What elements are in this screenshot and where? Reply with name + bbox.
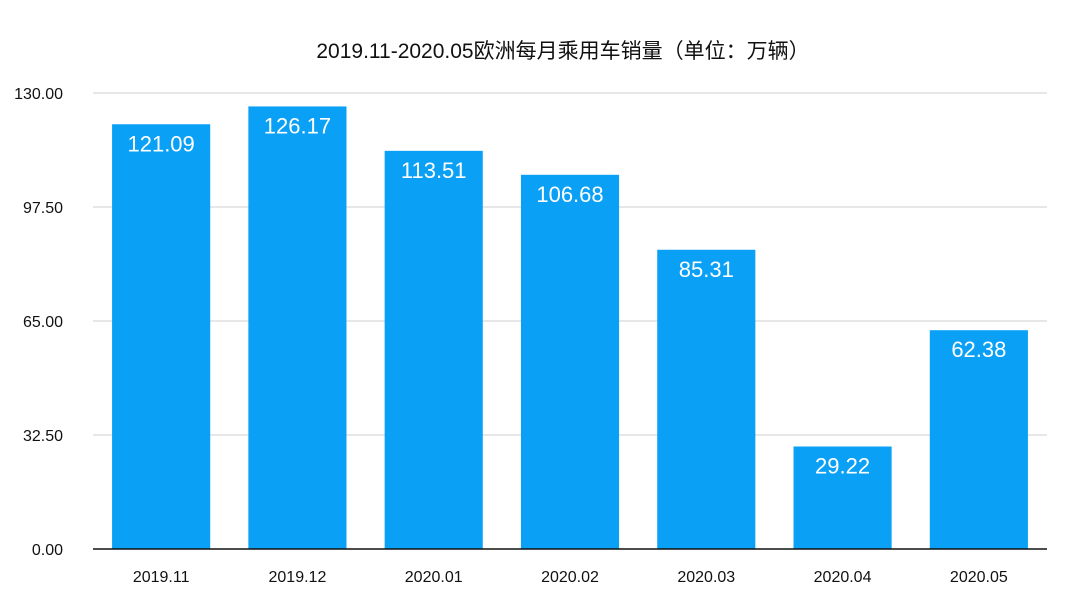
- y-axis-tick-labels: 0.00 32.50 65.00 97.50 130.00: [14, 86, 63, 559]
- chart-title: 2019.11-2020.05欧洲每月乘用车销量（单位：万辆）: [316, 40, 809, 63]
- x-tick-label: 2019.12: [269, 569, 327, 586]
- bar: [384, 150, 483, 549]
- x-tick-label: 2019.11: [133, 569, 190, 586]
- bars: [112, 106, 1028, 550]
- x-tick-label: 2020.03: [677, 569, 735, 586]
- y-tick-label: 130.00: [14, 86, 63, 103]
- x-tick-label: 2020.04: [814, 569, 872, 586]
- bar-value-label: 85.31: [679, 257, 734, 282]
- bar-value-label: 29.22: [815, 454, 870, 479]
- bar-value-label: 62.38: [951, 337, 1006, 362]
- y-tick-label: 65.00: [23, 314, 63, 331]
- x-tick-label: 2020.02: [541, 569, 599, 586]
- bar-value-label: 113.51: [401, 158, 467, 183]
- bar: [520, 174, 620, 549]
- bar: [929, 330, 1028, 549]
- y-tick-label: 0.00: [32, 542, 63, 559]
- x-tick-label: 2020.05: [950, 569, 1008, 586]
- y-tick-label: 32.50: [23, 428, 63, 445]
- bar-value-label: 126.17: [264, 113, 331, 138]
- bar: [657, 249, 756, 549]
- y-tick-label: 97.50: [23, 200, 63, 217]
- x-tick-label: 2020.01: [405, 569, 463, 586]
- bar: [112, 124, 211, 549]
- bar: [793, 446, 892, 549]
- bar-value-label: 106.68: [536, 182, 603, 207]
- bar-value-label: 121.09: [127, 131, 194, 156]
- bar: [248, 106, 347, 550]
- x-axis-tick-labels: 2019.11 2019.12 2020.01 2020.02 2020.03 2020.…: [133, 569, 1008, 586]
- bar-value-labels: 121.09 126.17 113.51 106.68 85.31 29.22 62.38: [127, 113, 1006, 478]
